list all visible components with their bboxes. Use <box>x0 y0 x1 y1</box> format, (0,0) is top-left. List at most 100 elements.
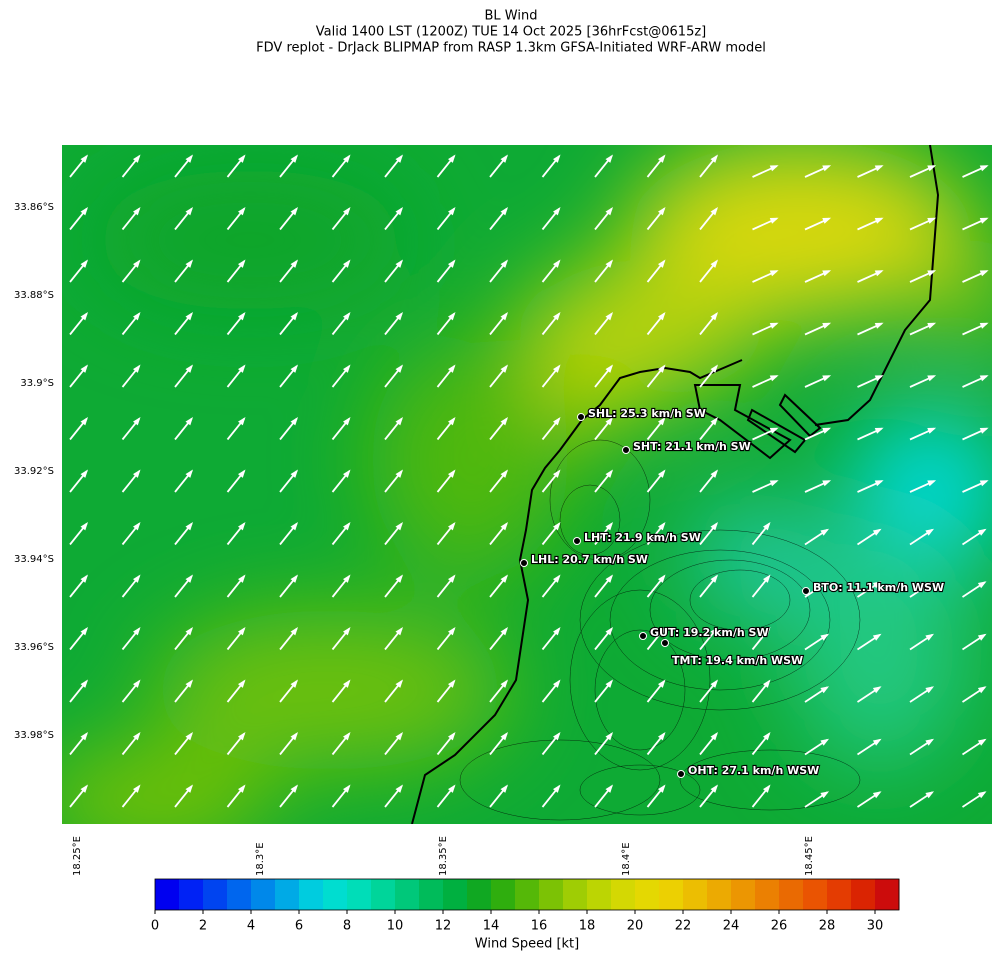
lon-tick-label: 18.45°E <box>804 836 815 876</box>
wind-arrow-head <box>710 469 719 478</box>
colorbar-step <box>731 879 756 910</box>
wind-arrow-head <box>80 364 89 373</box>
wind-arrow-head <box>552 627 561 636</box>
colorbar-tick-label: 22 <box>675 919 692 934</box>
colorbar-step <box>371 879 396 910</box>
wind-arrow-head <box>769 375 779 382</box>
colorbar-step <box>419 879 444 910</box>
wind-arrow-head <box>447 312 456 321</box>
lon-tick-label: 18.4°E <box>621 842 632 876</box>
wind-arrow-head <box>874 270 884 277</box>
colorbar-tick-label: 16 <box>531 919 548 934</box>
lon-axis: 18.25°E 18.3°E 18.35°E 18.4°E 18.45°E <box>72 836 815 876</box>
wind-arrow-head <box>500 679 509 688</box>
station-marker <box>661 639 669 647</box>
wind-arrow-head <box>710 784 719 793</box>
lat-tick-label: 33.86°S <box>14 202 54 213</box>
wind-arrow-head <box>237 312 246 321</box>
wind-arrow-head <box>447 522 456 531</box>
wind-arrow-head <box>237 259 246 268</box>
wind-arrow-head <box>290 259 299 268</box>
wind-arrow-head <box>500 574 509 583</box>
wind-arrow-head <box>132 627 141 636</box>
colorbar-step <box>659 879 684 910</box>
terrain-contours <box>459 439 861 821</box>
station-marker <box>573 537 581 545</box>
wind-arrow-head <box>552 417 561 426</box>
wind-arrow-head <box>872 633 882 641</box>
wind-arrow-head <box>395 417 404 426</box>
wind-arrow-head <box>342 417 351 426</box>
wind-arrow-head <box>185 259 194 268</box>
wind-arrow-head <box>185 574 194 583</box>
wind-arrow-head <box>80 627 89 636</box>
wind-arrow-head <box>132 207 141 216</box>
colorbar: 0 2 4 6 8 10 12 14 16 18 20 22 24 26 28 30 <box>151 878 900 934</box>
colorbar-tick-label: 8 <box>343 919 351 934</box>
wind-arrow-head <box>710 732 719 741</box>
wind-arrow-head <box>605 259 614 268</box>
wind-arrow-head <box>80 207 89 216</box>
colorbar-tick-label: 18 <box>579 919 596 934</box>
wind-arrow-head <box>80 522 89 531</box>
wind-arrow-head <box>872 528 882 536</box>
wind-arrow-head <box>769 217 779 224</box>
wind-arrow-head <box>342 469 351 478</box>
wind-arrow-head <box>657 259 666 268</box>
wind-arrow-head <box>185 364 194 373</box>
wind-arrow-head <box>925 528 935 536</box>
colorbar-step <box>515 879 540 910</box>
colorbar-tick-label: 2 <box>199 919 207 934</box>
wind-arrow-head <box>80 312 89 321</box>
wind-arrow-head <box>395 679 404 688</box>
colorbar-step <box>155 879 180 910</box>
wind-arrow-head <box>979 480 989 487</box>
lat-tick-label: 33.94°S <box>14 554 54 565</box>
wind-arrow-head <box>395 732 404 741</box>
wind-arrow-head <box>822 217 832 224</box>
wind-vectors <box>69 154 989 808</box>
title: BL Wind <box>485 9 538 24</box>
wind-arrow-head <box>820 528 830 536</box>
colorbar-step <box>275 879 300 910</box>
colorbar-step <box>299 879 324 910</box>
wind-arrow-head <box>657 522 666 531</box>
wind-arrow-head <box>820 791 830 799</box>
wind-arrow-head <box>185 469 194 478</box>
wind-arrow-head <box>395 522 404 531</box>
wind-arrow-head <box>820 581 830 589</box>
wind-arrow-head <box>925 738 935 746</box>
wind-arrow-head <box>710 259 719 268</box>
wind-arrow-head <box>290 154 299 163</box>
wind-arrow-head <box>185 784 194 793</box>
wind-arrow-head <box>977 633 987 641</box>
wind-arrow-head <box>395 627 404 636</box>
lat-tick-label: 33.92°S <box>14 466 54 477</box>
wind-arrow-head <box>657 627 666 636</box>
wind-arrow-head <box>132 574 141 583</box>
wind-arrow-head <box>80 679 89 688</box>
wind-arrow-head <box>605 522 614 531</box>
station-label: GUT: 19.2 km/h SW <box>650 626 769 639</box>
lon-tick-label: 18.3°E <box>255 842 266 876</box>
wind-arrow-head <box>342 207 351 216</box>
station-label: LHT: 21.9 km/h SW <box>584 531 701 544</box>
wind-arrow-head <box>447 627 456 636</box>
colorbar-tick-label: 30 <box>867 919 884 934</box>
wind-arrow-head <box>762 627 771 636</box>
wind-arrow-head <box>185 679 194 688</box>
wind-arrow-head <box>290 522 299 531</box>
station-label: SHL: 25.3 km/h SW <box>588 407 706 420</box>
station-marker <box>520 559 528 567</box>
wind-arrow-head <box>820 633 830 641</box>
wind-arrow-head <box>290 732 299 741</box>
wind-arrow-head <box>872 686 882 694</box>
wind-arrow-head <box>342 259 351 268</box>
colorbar-step <box>203 879 228 910</box>
lat-tick-label: 33.96°S <box>14 642 54 653</box>
colorbar-step <box>827 879 852 910</box>
wind-arrow-head <box>710 207 719 216</box>
wind-arrow-head <box>657 417 666 426</box>
wind-arrow-head <box>500 784 509 793</box>
wind-arrow-head <box>657 364 666 373</box>
